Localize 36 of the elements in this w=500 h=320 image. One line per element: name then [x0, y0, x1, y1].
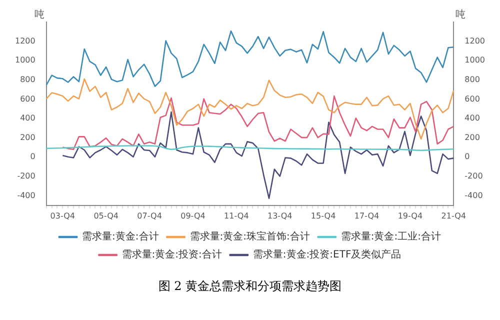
x-tick-label: 05-Q4: [94, 211, 118, 220]
x-tick-label: 09-Q4: [180, 211, 206, 220]
x-tick-label: 07-Q4: [137, 211, 162, 220]
legend-label: 需求量:黄金:珠宝首饰:合计: [190, 230, 310, 243]
y-tick-label: 400: [20, 114, 36, 123]
y-tick-label: 1000: [15, 56, 36, 65]
legend-label: 需求量:黄金:投资:ETF及类似产品: [252, 248, 402, 261]
x-tick-label: 03-Q4: [50, 211, 76, 220]
legend-label: 需求量:黄金:合计: [82, 230, 159, 243]
y2-tick-label: 0: [464, 152, 470, 162]
x-tick-label: 17-Q4: [354, 211, 380, 220]
x-tick-label: 13-Q4: [267, 211, 292, 220]
y-tick-label: 600: [20, 94, 36, 104]
legend-label: 需求量:黄金:投资:合计: [122, 248, 222, 261]
x-tick-label: 15-Q4: [310, 211, 336, 220]
y2-tick-label: 600: [464, 94, 480, 104]
text: 图 2 黄金总需求和分项需求趋势图: [157, 278, 343, 295]
y2-axis-title: 吨: [456, 8, 466, 21]
y2-tick-label: -200: [464, 172, 483, 181]
y2-tick-label: 400: [464, 114, 480, 123]
y-tick-label: -400: [17, 190, 36, 200]
y2-tick-label: 1200: [464, 36, 485, 46]
y-tick-label: -200: [17, 172, 36, 181]
y2-tick-label: 200: [464, 132, 480, 142]
y2-tick-label: -400: [464, 190, 483, 200]
x-tick-label: 19-Q4: [398, 211, 423, 220]
y2-tick-label: 1000: [464, 56, 485, 65]
y-axis-title: 吨: [34, 8, 44, 21]
y-tick-label: 0: [30, 152, 36, 162]
x-tick-label: 21-Q4: [441, 211, 466, 220]
y2-tick-label: 800: [464, 74, 480, 84]
y-tick-label: 800: [20, 74, 36, 84]
legend-label: 需求量:黄金:工业:合计: [340, 230, 441, 243]
y-tick-label: 1200: [15, 36, 36, 46]
x-tick-label: 11-Q4: [224, 211, 249, 220]
y-tick-label: 200: [20, 132, 36, 142]
